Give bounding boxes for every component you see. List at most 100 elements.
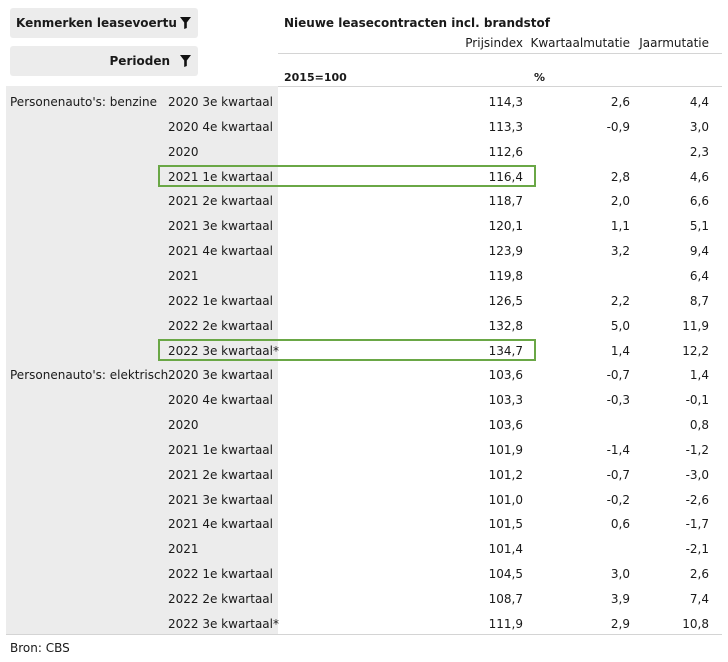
cell-jaarmutatie: 4,6 <box>689 170 709 184</box>
filter-perioden-label: Perioden <box>109 54 170 68</box>
row-period-label: 2020 <box>168 418 199 432</box>
cell-prijsindex: 113,3 <box>488 120 523 134</box>
row-period-label: 2021 3e kwartaal <box>168 219 273 233</box>
column-header-kwartaalmutatie: Kwartaalmutatie <box>530 36 631 50</box>
cell-jaarmutatie: 6,6 <box>689 194 709 208</box>
cell-jaarmutatie: 5,1 <box>689 219 709 233</box>
row-group-label: Personenauto's: benzine <box>10 95 157 109</box>
cell-kwartaalmutatie: 3,0 <box>610 567 630 581</box>
row-period-label: 2021 3e kwartaal <box>168 493 273 507</box>
cell-jaarmutatie: 12,2 <box>682 344 709 358</box>
cell-jaarmutatie: 4,4 <box>689 95 709 109</box>
filter-perioden-button[interactable]: Perioden <box>10 46 198 76</box>
cell-prijsindex: 114,3 <box>488 95 523 109</box>
cell-jaarmutatie: -0,1 <box>685 393 709 407</box>
cell-kwartaalmutatie: 2,9 <box>610 617 630 631</box>
unit-mutatie: % <box>534 71 546 84</box>
cell-jaarmutatie: 9,4 <box>689 244 709 258</box>
row-period-label: 2020 4e kwartaal <box>168 393 273 407</box>
column-header-prijsindex: Prijsindex <box>465 36 523 50</box>
cell-kwartaalmutatie: -0,7 <box>606 368 630 382</box>
row-period-label: 2022 2e kwartaal <box>168 592 273 606</box>
cell-jaarmutatie: -1,7 <box>685 517 709 531</box>
highlight-box <box>158 165 536 187</box>
row-period-label: 2022 3e kwartaal* <box>168 344 279 358</box>
cell-prijsindex: 108,7 <box>488 592 523 606</box>
cell-jaarmutatie: 7,4 <box>689 592 709 606</box>
highlight-box <box>158 339 536 361</box>
header-divider <box>278 53 722 54</box>
cell-prijsindex: 112,6 <box>488 145 523 159</box>
cell-jaarmutatie: 0,8 <box>689 418 709 432</box>
cell-jaarmutatie: -1,2 <box>685 443 709 457</box>
cell-kwartaalmutatie: 1,1 <box>610 219 630 233</box>
row-group-label: Personenauto's: elektrisch <box>10 368 169 382</box>
table-title: Nieuwe leasecontracten incl. brandstof <box>284 16 550 30</box>
row-period-label: 2022 2e kwartaal <box>168 319 273 333</box>
cell-kwartaalmutatie: -1,4 <box>606 443 630 457</box>
cell-jaarmutatie: 2,6 <box>689 567 709 581</box>
cell-kwartaalmutatie: 2,8 <box>610 170 630 184</box>
cell-prijsindex: 101,0 <box>488 493 523 507</box>
row-period-label: 2021 1e kwartaal <box>168 443 273 457</box>
cell-kwartaalmutatie: 3,2 <box>610 244 630 258</box>
cell-kwartaalmutatie: 2,6 <box>610 95 630 109</box>
cell-jaarmutatie: 8,7 <box>689 294 709 308</box>
cell-prijsindex: 103,6 <box>488 368 523 382</box>
table-bottom-divider <box>6 634 722 635</box>
cell-prijsindex: 101,4 <box>488 542 523 556</box>
cell-jaarmutatie: 6,4 <box>689 269 709 283</box>
row-period-label: 2020 <box>168 145 199 159</box>
cell-kwartaalmutatie: 3,9 <box>610 592 630 606</box>
row-period-label: 2021 <box>168 269 199 283</box>
cell-jaarmutatie: -3,0 <box>685 468 709 482</box>
filter-kenmerken-label: Kenmerken leasevoertuig <box>16 16 176 30</box>
cell-prijsindex: 103,6 <box>488 418 523 432</box>
header-bottom-divider <box>278 86 722 87</box>
filter-icon[interactable] <box>176 17 194 29</box>
cell-prijsindex: 119,8 <box>488 269 523 283</box>
row-period-label: 2022 3e kwartaal* <box>168 617 279 631</box>
unit-prijsindex: 2015=100 <box>284 71 347 84</box>
filter-icon[interactable] <box>176 55 194 67</box>
cell-prijsindex: 111,9 <box>488 617 523 631</box>
cell-kwartaalmutatie: 2,0 <box>610 194 630 208</box>
cell-jaarmutatie: -2,6 <box>685 493 709 507</box>
cell-prijsindex: 118,7 <box>488 194 523 208</box>
cell-prijsindex: 103,3 <box>488 393 523 407</box>
cell-jaarmutatie: -2,1 <box>685 542 709 556</box>
cell-prijsindex: 132,8 <box>488 319 523 333</box>
row-period-label: 2022 1e kwartaal <box>168 567 273 581</box>
cell-kwartaalmutatie: 2,2 <box>610 294 630 308</box>
row-period-label: 2020 4e kwartaal <box>168 120 273 134</box>
filter-kenmerken-button[interactable]: Kenmerken leasevoertuig <box>10 8 198 38</box>
cell-kwartaalmutatie: 0,6 <box>610 517 630 531</box>
cell-prijsindex: 104,5 <box>488 567 523 581</box>
cell-kwartaalmutatie: -0,7 <box>606 468 630 482</box>
cell-prijsindex: 101,9 <box>488 443 523 457</box>
cell-kwartaalmutatie: -0,2 <box>606 493 630 507</box>
row-period-label: 2021 2e kwartaal <box>168 468 273 482</box>
cell-kwartaalmutatie: 1,4 <box>610 344 630 358</box>
cell-jaarmutatie: 11,9 <box>682 319 709 333</box>
cell-prijsindex: 101,5 <box>488 517 523 531</box>
row-period-label: 2021 1e kwartaal <box>168 170 273 184</box>
row-period-label: 2021 4e kwartaal <box>168 517 273 531</box>
cell-prijsindex: 101,2 <box>488 468 523 482</box>
cell-jaarmutatie: 2,3 <box>689 145 709 159</box>
cell-kwartaalmutatie: -0,3 <box>606 393 630 407</box>
cell-prijsindex: 126,5 <box>488 294 523 308</box>
cell-jaarmutatie: 3,0 <box>689 120 709 134</box>
cell-prijsindex: 120,1 <box>488 219 523 233</box>
cell-kwartaalmutatie: -0,9 <box>606 120 630 134</box>
source-note: Bron: CBS <box>10 641 70 655</box>
cell-jaarmutatie: 1,4 <box>689 368 709 382</box>
column-header-jaarmutatie: Jaarmutatie <box>639 36 709 50</box>
row-period-label: 2021 <box>168 542 199 556</box>
row-period-label: 2021 4e kwartaal <box>168 244 273 258</box>
row-period-label: 2022 1e kwartaal <box>168 294 273 308</box>
cell-jaarmutatie: 10,8 <box>682 617 709 631</box>
cell-prijsindex: 123,9 <box>488 244 523 258</box>
row-period-label: 2021 2e kwartaal <box>168 194 273 208</box>
row-period-label: 2020 3e kwartaal <box>168 95 273 109</box>
